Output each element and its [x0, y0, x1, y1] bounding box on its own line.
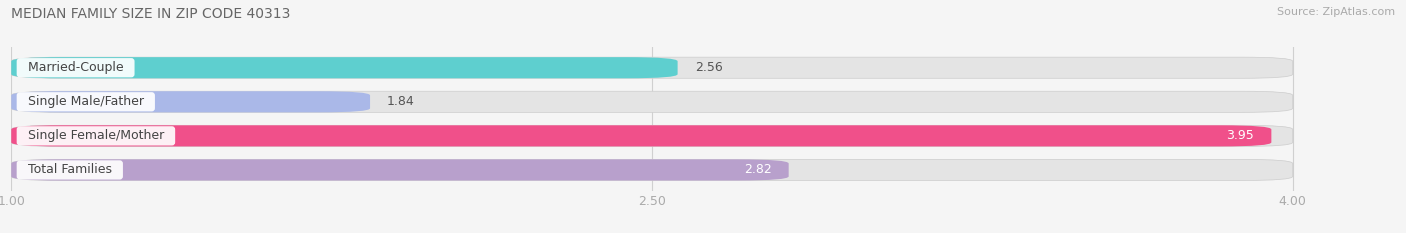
Text: Single Female/Mother: Single Female/Mother	[20, 129, 172, 142]
Text: MEDIAN FAMILY SIZE IN ZIP CODE 40313: MEDIAN FAMILY SIZE IN ZIP CODE 40313	[11, 7, 291, 21]
FancyBboxPatch shape	[11, 159, 789, 181]
Text: Married-Couple: Married-Couple	[20, 61, 131, 74]
Text: 3.95: 3.95	[1226, 129, 1254, 142]
Text: Total Families: Total Families	[20, 163, 120, 176]
FancyBboxPatch shape	[11, 159, 1292, 181]
Text: 2.82: 2.82	[744, 163, 772, 176]
Text: Source: ZipAtlas.com: Source: ZipAtlas.com	[1277, 7, 1395, 17]
Text: 2.56: 2.56	[695, 61, 723, 74]
Text: 1.84: 1.84	[387, 95, 415, 108]
FancyBboxPatch shape	[11, 57, 1292, 78]
FancyBboxPatch shape	[11, 125, 1292, 146]
Text: Single Male/Father: Single Male/Father	[20, 95, 152, 108]
FancyBboxPatch shape	[11, 57, 678, 78]
FancyBboxPatch shape	[11, 91, 1292, 112]
FancyBboxPatch shape	[11, 91, 370, 112]
FancyBboxPatch shape	[11, 125, 1271, 146]
